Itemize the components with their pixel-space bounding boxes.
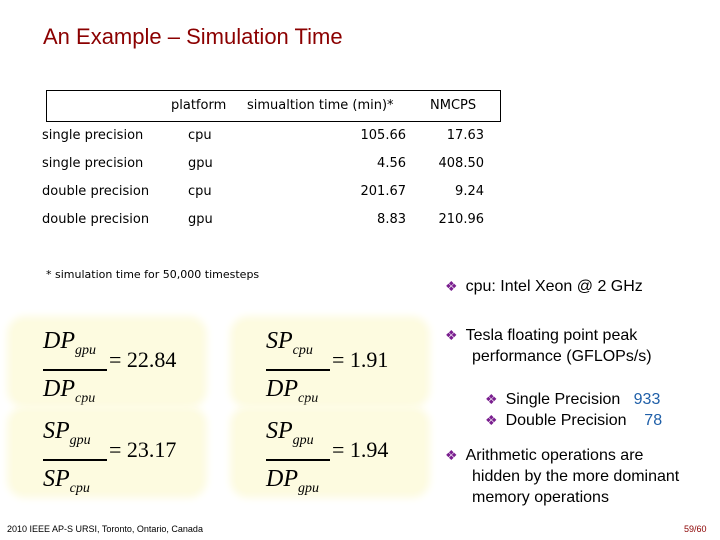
table-row: single precision cpu 105.66 17.63: [42, 125, 502, 147]
formula-denominator-sub: cpu: [298, 390, 319, 406]
bullet-text: Double Precision: [505, 412, 627, 429]
fraction-bar: [43, 459, 107, 461]
bullet-text-continued: performance (GFLOPs/s): [472, 348, 652, 365]
cell-platform: cpu: [188, 184, 212, 199]
cell-nmcps: 408.50: [438, 156, 485, 171]
cell-platform: cpu: [188, 128, 212, 143]
cell-time: 4.56: [377, 156, 406, 171]
table-header-row: platform simualtion time (min)* NMCPS: [46, 90, 501, 122]
bullet-cpu: ❖ cpu: Intel Xeon @ 2 GHz: [445, 276, 643, 297]
formula-denominator: DP: [266, 465, 298, 492]
bullet-text-continued: hidden by the more dominant: [472, 468, 680, 485]
page-title: An Example – Simulation Time: [43, 24, 343, 49]
sub-bullet-double: ❖ Double Precision 78: [485, 410, 662, 431]
bullet-tesla: ❖ Tesla floating point peak performance (…: [445, 325, 652, 367]
bullet-arithmetic: ❖ Arithmetic operations are hidden by the…: [445, 445, 679, 508]
formula-value: = 23.17: [109, 437, 177, 462]
footnote: * simulation time for 50,000 timesteps: [46, 268, 260, 281]
diamond-bullet-icon: ❖: [485, 412, 498, 428]
formula-numerator: SP: [266, 328, 293, 354]
formula-denominator: DP: [43, 375, 75, 402]
cell-time: 105.66: [360, 128, 407, 143]
formula-denominator: SP: [43, 465, 70, 492]
cell-nmcps: 210.96: [438, 212, 485, 227]
cell-nmcps: 9.24: [455, 184, 484, 199]
formula-denominator-sub: cpu: [69, 480, 90, 496]
cell-precision: double precision: [42, 212, 150, 227]
formula-numerator-sub: gpu: [69, 433, 91, 448]
formula-denominator: DP: [266, 375, 298, 402]
header-nmcps: NMCPS: [430, 98, 477, 113]
fraction-bar: [266, 369, 330, 371]
bullet-text: Arithmetic operations are: [465, 447, 644, 464]
table-row: double precision gpu 8.83 210.96: [42, 209, 502, 231]
cell-precision: single precision: [42, 156, 144, 171]
footer-page-number: 59/60: [684, 524, 707, 534]
cell-nmcps: 17.63: [446, 128, 484, 143]
bullet-text: Tesla floating point peak: [465, 327, 638, 344]
cell-time: 8.83: [377, 212, 406, 227]
footer-conference: 2010 IEEE AP-S URSI, Toronto, Ontario, C…: [7, 524, 203, 534]
formula-numerator: SP: [43, 418, 70, 444]
formula-value: = 22.84: [109, 347, 177, 372]
fraction-bar: [266, 459, 330, 461]
formula-numerator-sub: gpu: [75, 343, 96, 358]
table-row: double precision cpu 201.67 9.24: [42, 181, 502, 203]
cell-precision: single precision: [42, 128, 144, 143]
cell-time: 201.67: [360, 184, 407, 199]
formula-denominator-sub: gpu: [298, 480, 319, 496]
formula-box-sp-gpu-sp-cpu: SPgpu SPcpu = 23.17: [13, 412, 201, 496]
formula-numerator: DP: [43, 328, 75, 354]
bullet-text-continued: memory operations: [472, 489, 609, 506]
diamond-bullet-icon: ❖: [445, 447, 458, 463]
formula-denominator-sub: cpu: [75, 390, 96, 406]
cell-platform: gpu: [188, 156, 213, 171]
cell-platform: gpu: [188, 212, 213, 227]
table-row: single precision gpu 4.56 408.50: [42, 153, 502, 175]
diamond-bullet-icon: ❖: [485, 391, 498, 407]
double-precision-value: 78: [644, 412, 663, 429]
sub-bullet-single: ❖ Single Precision 933: [485, 389, 660, 410]
bullet-text: cpu: Intel Xeon @ 2 GHz: [465, 278, 643, 295]
header-platform: platform: [171, 98, 227, 113]
formula-numerator: SP: [266, 418, 293, 444]
formula-numerator-sub: gpu: [292, 433, 314, 448]
formula-value: = 1.91: [332, 347, 389, 372]
bullet-text: Single Precision: [505, 391, 621, 408]
fraction-bar: [43, 369, 107, 371]
formula-box-sp-cpu-dp-cpu: SPcpu DPcpu = 1.91: [236, 322, 424, 406]
cell-precision: double precision: [42, 184, 150, 199]
diamond-bullet-icon: ❖: [445, 327, 458, 343]
header-simulation-time: simualtion time (min)*: [247, 98, 394, 113]
formula-box-dp-gpu-dp-cpu: DPgpu DPcpu = 22.84: [13, 322, 201, 406]
formula-box-sp-gpu-dp-gpu: SPgpu DPgpu = 1.94: [236, 412, 424, 496]
single-precision-value: 933: [633, 391, 661, 408]
formula-value: = 1.94: [332, 437, 389, 462]
diamond-bullet-icon: ❖: [445, 278, 458, 294]
formula-numerator-sub: cpu: [292, 343, 313, 358]
